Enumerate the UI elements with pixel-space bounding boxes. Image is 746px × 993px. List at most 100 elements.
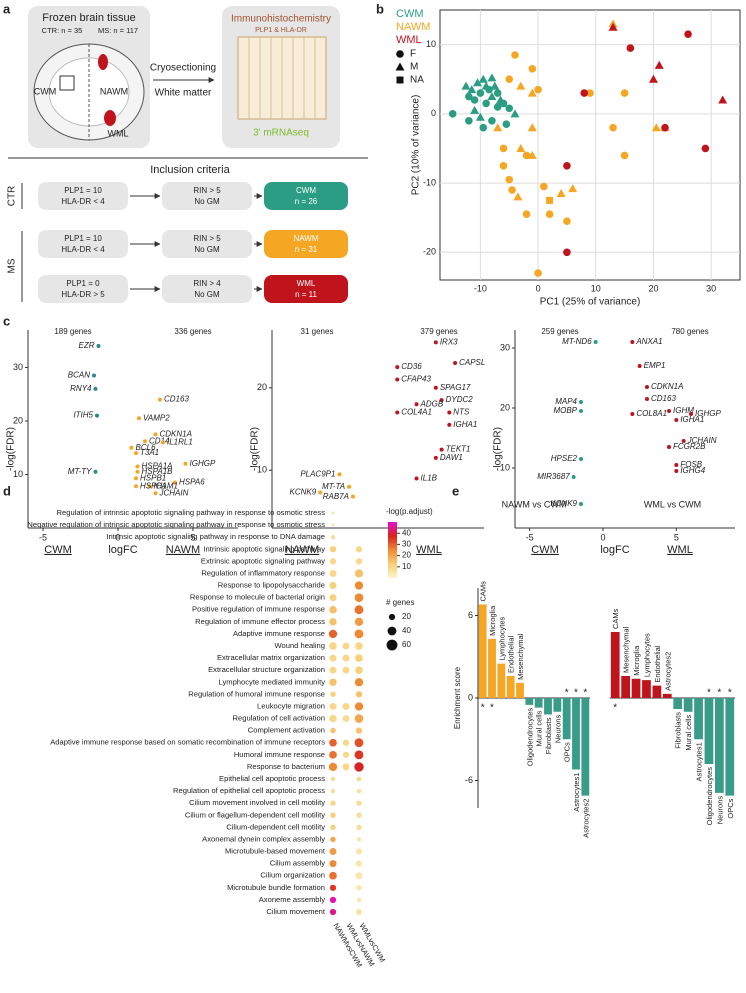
gene-point [571,475,576,479]
y-tick-label: 20 [500,402,510,412]
bar-label: Astrocytes2 [663,652,672,691]
bar-label: Microglia [488,605,497,636]
point [527,150,537,159]
dot [354,762,364,772]
dot [354,750,364,760]
significance: * [490,703,494,714]
gene-point [674,469,679,473]
dot [355,654,363,662]
term-label: Adaptive immune response based on somati… [50,738,325,747]
dot [342,739,350,746]
point [499,144,508,153]
point [493,103,502,111]
gene-point [433,455,438,460]
gene-point [147,484,152,489]
region-label: WML [108,128,129,138]
dot [330,800,336,806]
criteria-box [162,182,252,210]
gene-label: CFAP43 [401,375,431,384]
gene-label: IGHA1 [680,415,704,424]
gene-label: MIR3687 [537,472,570,481]
gene-point [645,385,649,389]
bar-label: Astrocytes1 [572,773,581,812]
point [505,175,514,184]
dot [354,605,364,615]
gene-point [674,418,679,422]
point [546,196,554,204]
y-axis-label: -log(FDR) [6,427,17,471]
dot [329,714,337,723]
criteria-box [162,275,252,303]
bar-label: Neurons [553,715,562,744]
lesion [104,110,116,126]
dot [354,678,364,687]
bar-label: Astrocytes1 [695,742,704,781]
colorbar-title: -log(p.adjust) [386,507,433,516]
gene-label: COL4A1 [401,408,432,417]
point [718,95,728,104]
dot [329,884,337,891]
gene-label: EMP1 [644,361,666,370]
dot [355,666,363,675]
criteria-text: No GM [194,290,220,299]
y-tick-label: 10 [426,39,436,49]
x-tick-label: -5 [526,532,534,542]
gene-point [395,377,400,382]
point [505,104,514,113]
dot [328,762,338,772]
gene-label: HSPA6 [179,478,205,487]
bar [553,698,562,712]
criteria-text: HLA-DR < 4 [61,245,105,254]
x-tick-label: 0 [600,532,605,542]
size-key [386,639,398,651]
point [534,85,542,94]
gene-point [95,413,99,418]
gene-point [93,386,98,391]
term-label: Cilium movement [266,907,326,916]
term-label: Intrinsic apoptotic signaling pathway in… [106,532,325,541]
dot [342,666,350,674]
x-tick-label: 0 [115,532,120,542]
bar-label: Fibroblasts [544,717,553,754]
criteria-text: RIN > 5 [193,186,221,195]
dot [329,546,337,553]
size-key [388,613,396,621]
dot [342,763,350,771]
point [651,123,661,132]
gene-point [447,410,452,415]
gene-point [347,484,352,489]
term-label: Cilium organization [260,871,325,880]
criteria-title: Inclusion criteria [150,164,230,176]
point [563,161,571,170]
criteria-text: n = 11 [295,290,317,299]
dot [356,824,362,831]
criteria-box [162,230,252,258]
point [511,51,519,59]
dot [329,569,337,577]
gene-label: KCNK9 [289,488,316,497]
legend-label: NA [410,75,424,86]
point [470,96,479,104]
gene-label: CAPSL [459,358,485,367]
dot [356,897,362,903]
bar-label: Lymphocytes [497,616,506,660]
y-tick-label: 10 [13,469,23,479]
gene-label: HPSE2 [551,454,578,463]
point [499,161,508,170]
point [528,65,537,73]
gene-point [414,476,419,481]
dot [330,776,336,782]
dot [356,909,362,915]
point [493,123,503,132]
gene-point [153,491,158,496]
point [540,182,548,191]
gene-label: CD14 [149,436,170,445]
point [626,44,635,52]
point [608,22,618,31]
term-label: Regulation of epithelial cell apoptotic … [173,786,325,795]
process-label: Cryosectioning [150,63,216,74]
point [475,112,485,121]
process-label: White matter [155,88,212,99]
gene-label: T3A1 [140,448,159,457]
point [534,269,542,277]
